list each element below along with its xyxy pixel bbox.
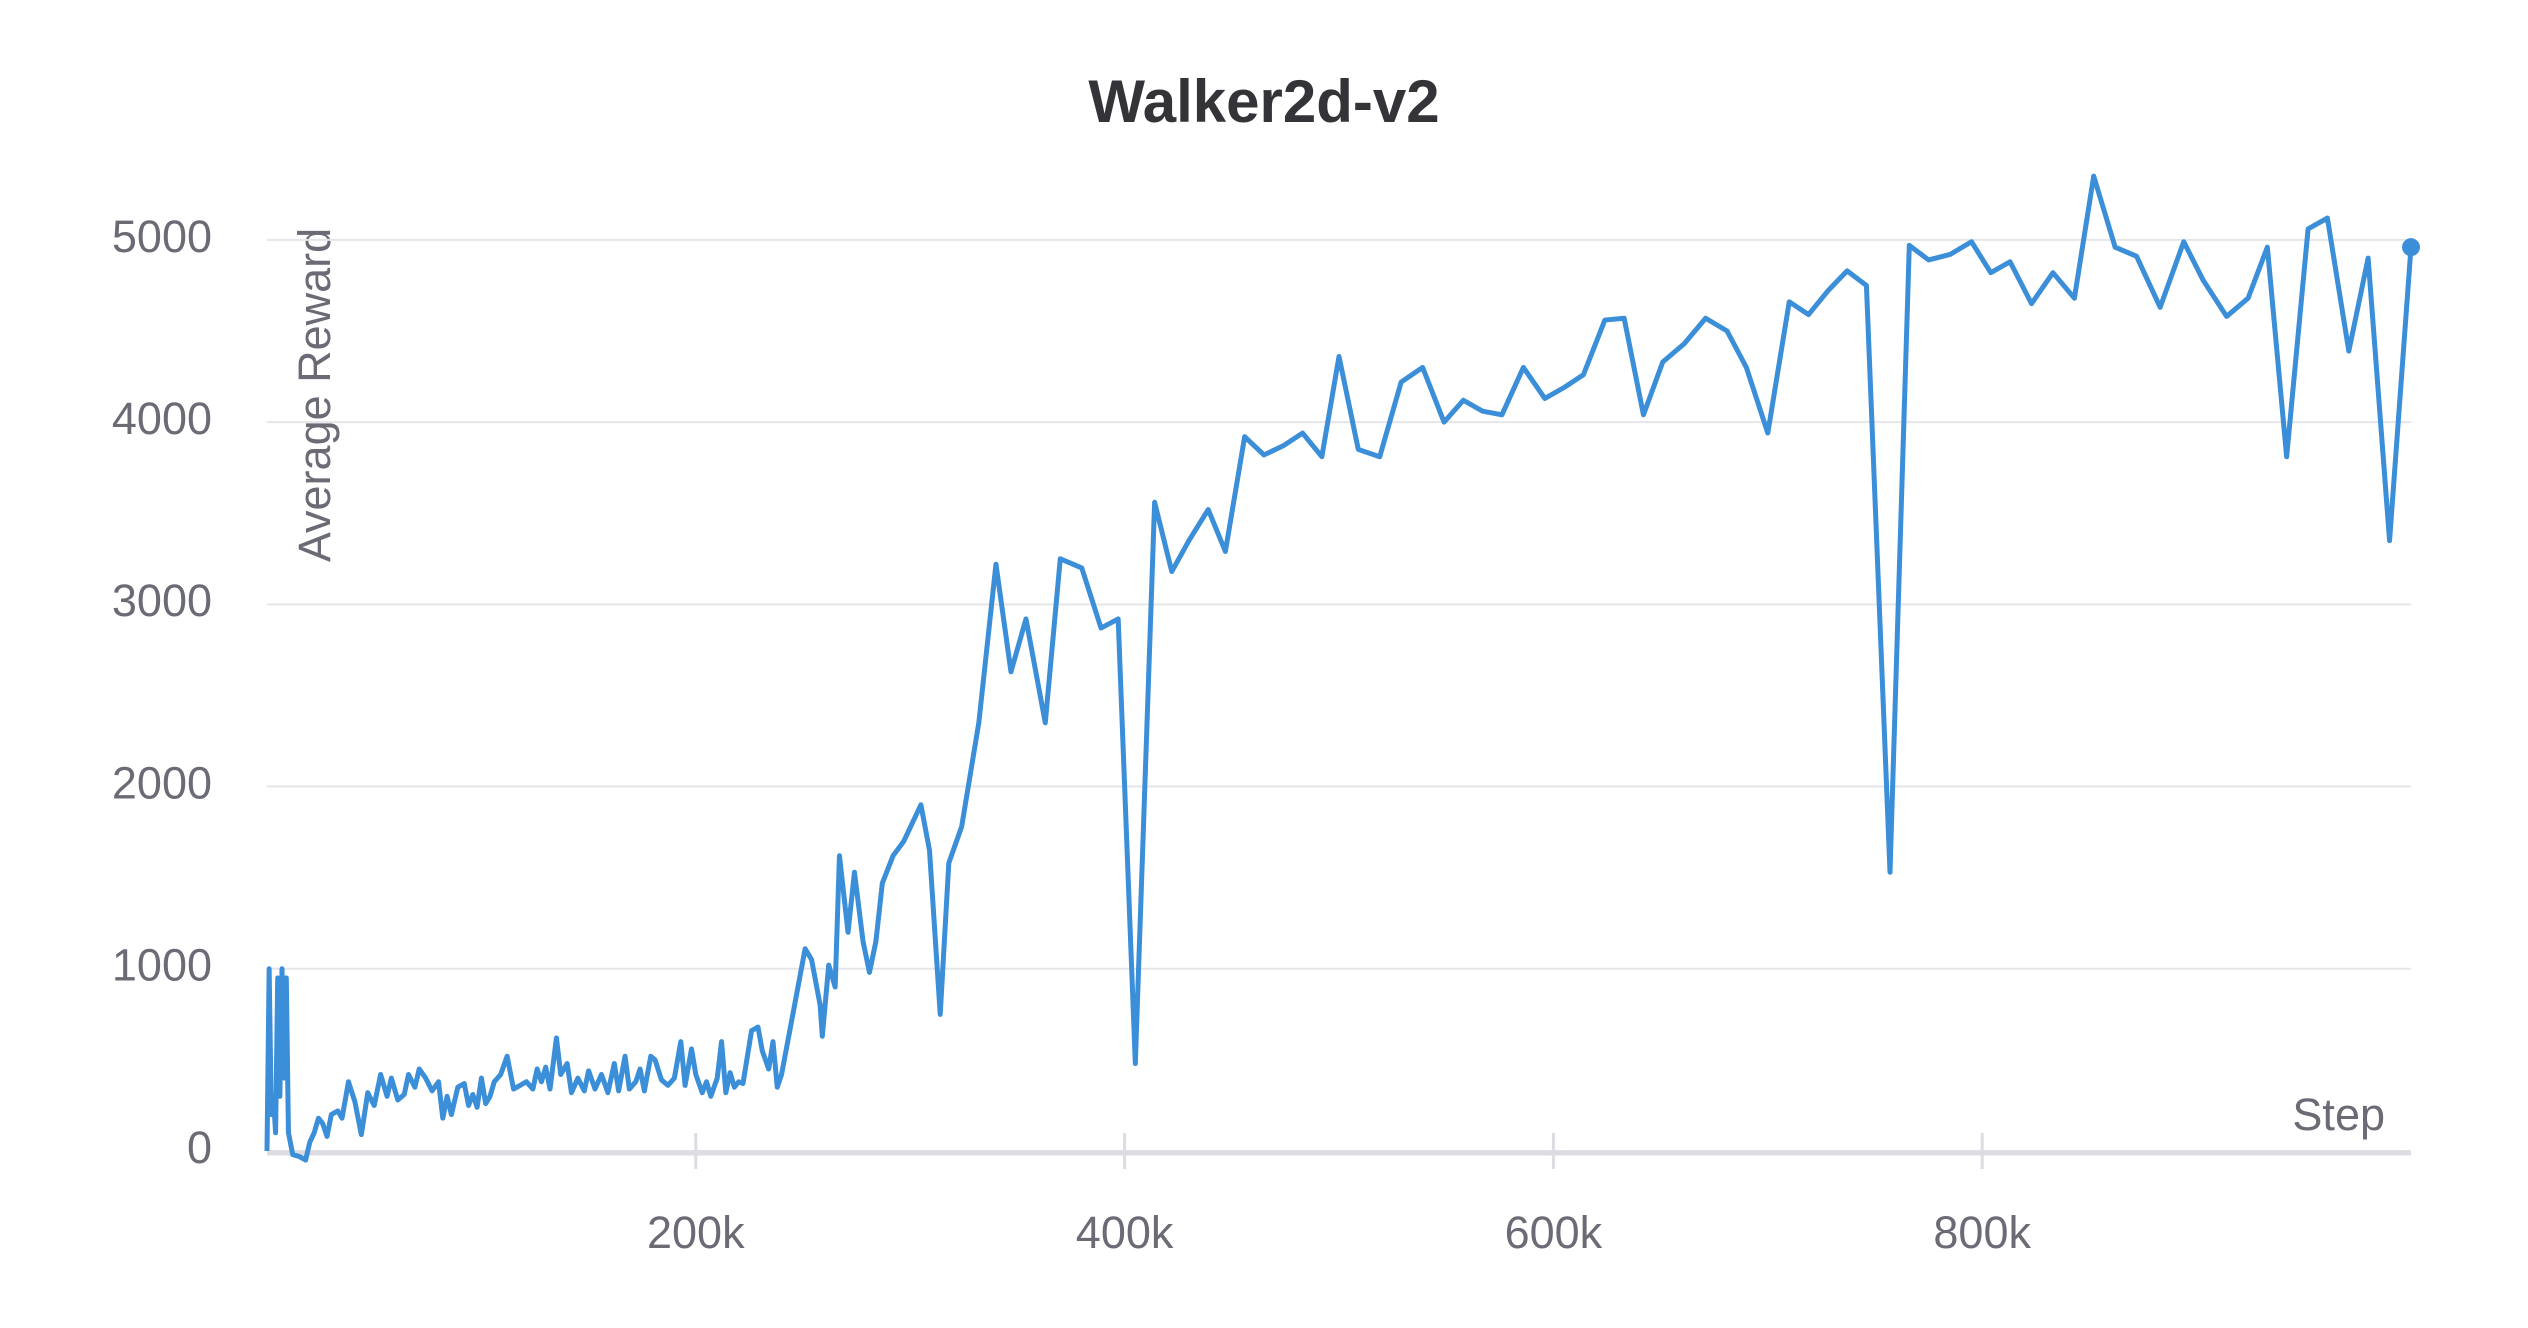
- y-tick-label: 5000: [112, 211, 212, 262]
- data-line: [264, 173, 2414, 1163]
- y-axis-label: Average Reward: [289, 228, 340, 562]
- x-tick-label: 600k: [1505, 1207, 1603, 1258]
- y-tick-label: 4000: [112, 393, 212, 444]
- y-tick-label: 0: [187, 1122, 212, 1173]
- end-point: [2402, 238, 2420, 257]
- chart-title: Walker2d-v2: [1088, 68, 1439, 135]
- y-tick-label: 3000: [112, 575, 212, 626]
- x-tick-label: 200k: [647, 1207, 745, 1258]
- y-tick-label: 2000: [112, 757, 212, 808]
- x-tick-label: 800k: [1933, 1207, 2031, 1258]
- x-axis-label: Step: [2292, 1089, 2385, 1140]
- y-tick-label: 1000: [112, 940, 212, 991]
- x-tick-label: 400k: [1076, 1207, 1174, 1258]
